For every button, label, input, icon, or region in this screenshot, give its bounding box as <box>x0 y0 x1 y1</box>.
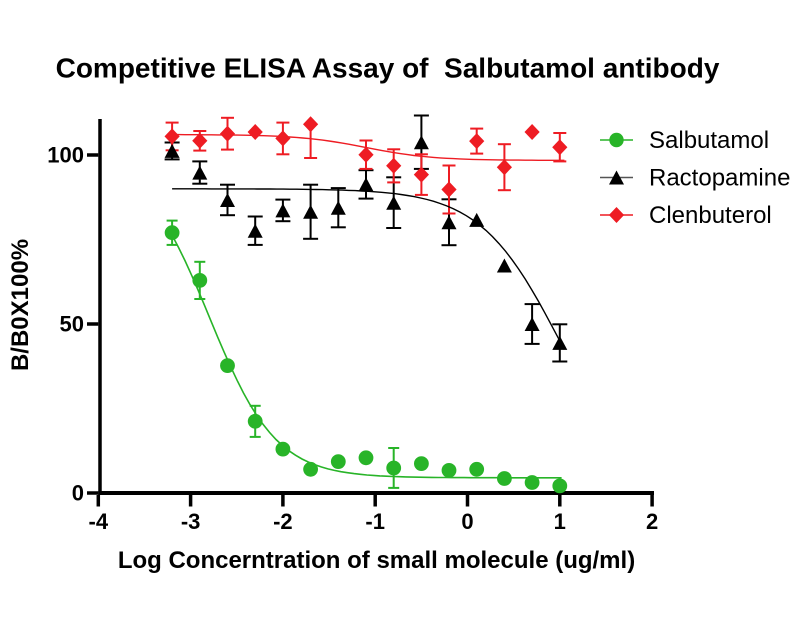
svg-text:B/B0X100%: B/B0X100% <box>7 239 34 371</box>
svg-text:-2: -2 <box>273 509 293 534</box>
svg-text:Log Concerntration of small mo: Log Concerntration of small molecule (ug… <box>118 547 635 574</box>
svg-text:-3: -3 <box>181 509 201 534</box>
svg-text:Clenbuterol: Clenbuterol <box>649 202 772 229</box>
svg-text:-4: -4 <box>89 509 109 534</box>
svg-text:Ractopamine: Ractopamine <box>649 165 790 192</box>
svg-text:0: 0 <box>72 481 84 506</box>
svg-text:0: 0 <box>461 509 473 534</box>
svg-text:100: 100 <box>47 143 84 168</box>
svg-text:2: 2 <box>646 509 658 534</box>
svg-text:Competitive ELISA Assay of Sa: Competitive ELISA Assay of Salbutamol an… <box>56 53 720 84</box>
svg-text:Salbutamol: Salbutamol <box>649 127 769 154</box>
svg-text:1: 1 <box>554 509 566 534</box>
svg-text:50: 50 <box>60 312 84 337</box>
svg-text:-1: -1 <box>365 509 385 534</box>
